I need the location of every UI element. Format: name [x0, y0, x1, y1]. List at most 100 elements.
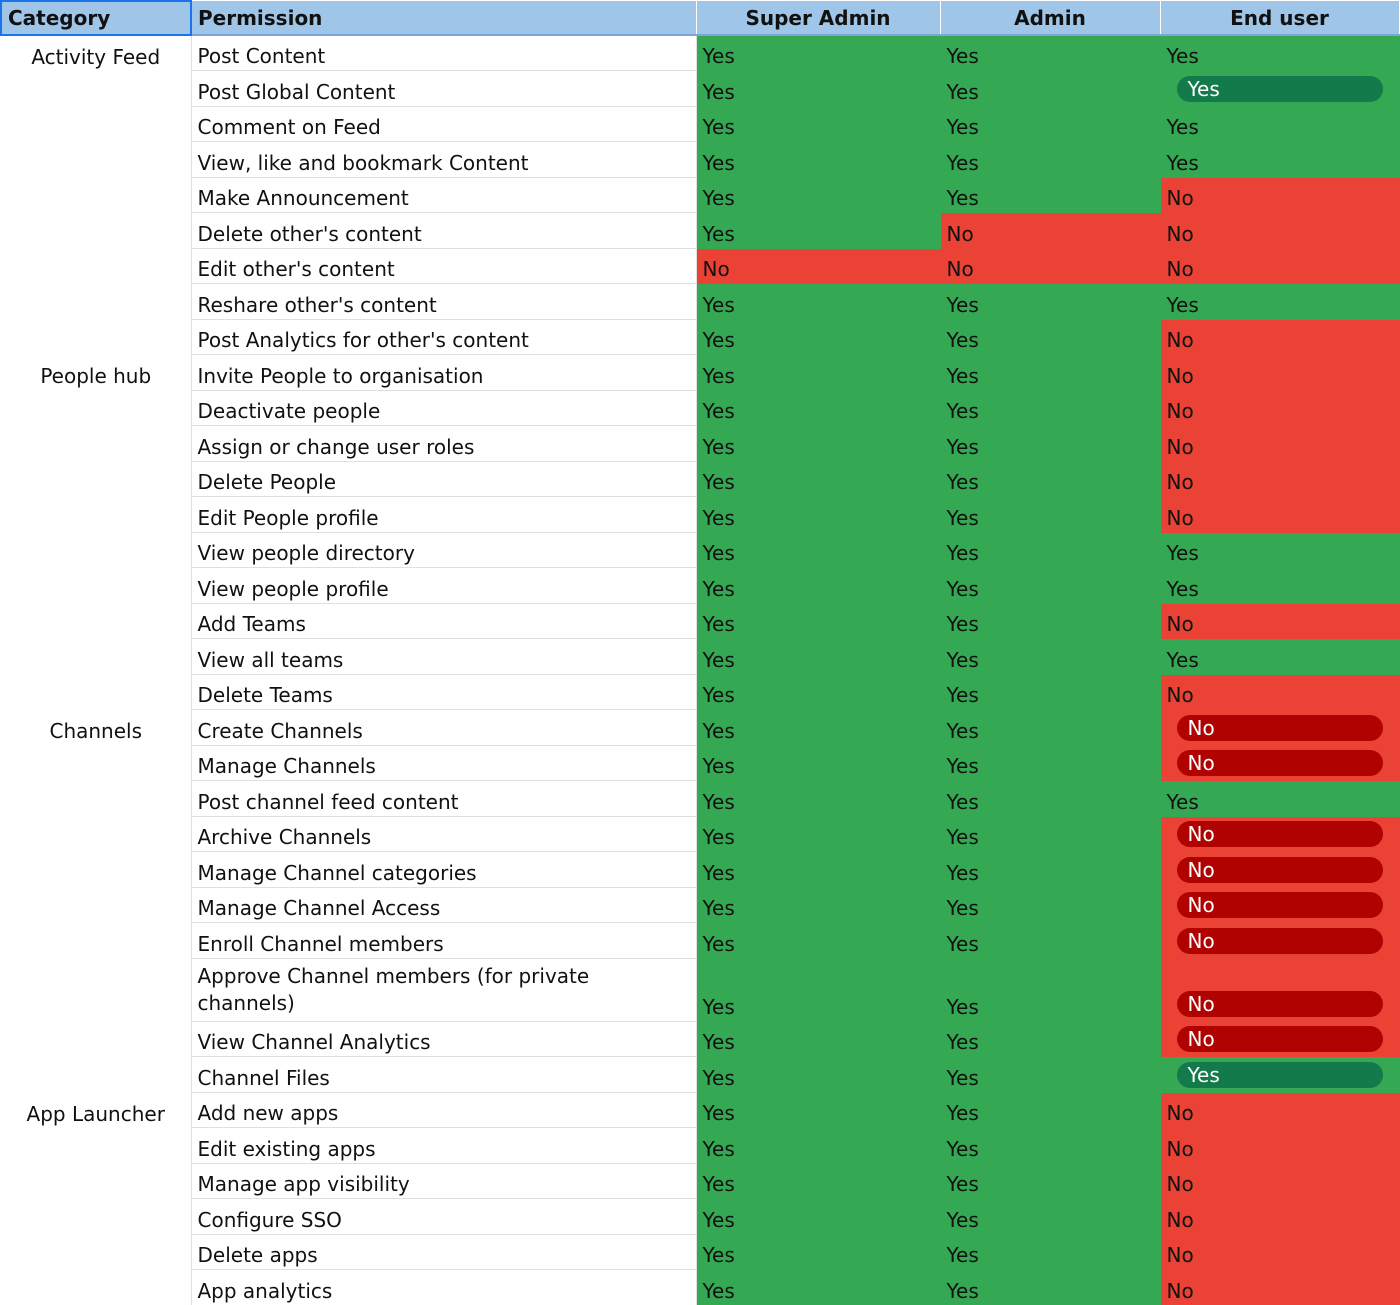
permission-cell[interactable]: Deactivate people	[191, 390, 697, 426]
value-cell[interactable]: Yes	[940, 425, 1161, 462]
permission-cell[interactable]: Manage Channels	[191, 745, 697, 781]
category-cell[interactable]	[1, 638, 192, 674]
value-cell[interactable]: No	[1160, 1021, 1400, 1057]
value-cell[interactable]: Yes	[696, 532, 941, 568]
value-cell[interactable]: No	[1160, 1127, 1400, 1164]
value-cell[interactable]: No	[940, 248, 1161, 284]
permission-cell[interactable]: Archive Channels	[191, 816, 697, 852]
value-cell[interactable]: No	[1160, 248, 1400, 284]
permission-cell[interactable]: Edit People profile	[191, 496, 697, 533]
value-cell[interactable]: Yes	[1160, 106, 1400, 142]
category-cell[interactable]: Activity Feed	[1, 35, 192, 71]
permission-cell[interactable]: Reshare other's content	[191, 283, 697, 320]
value-cell[interactable]: Yes	[940, 851, 1161, 888]
category-cell[interactable]	[1, 1163, 192, 1199]
value-cell[interactable]: Yes	[696, 1127, 941, 1164]
category-cell[interactable]: App Launcher	[1, 1092, 192, 1128]
value-cell[interactable]: Yes	[940, 1092, 1161, 1128]
permission-cell[interactable]: Create Channels	[191, 709, 697, 746]
value-cell[interactable]: No	[1160, 1092, 1400, 1128]
category-cell[interactable]	[1, 1269, 192, 1305]
category-cell[interactable]	[1, 283, 192, 319]
permission-cell[interactable]: Post channel feed content	[191, 780, 697, 817]
value-cell[interactable]: Yes	[696, 816, 941, 852]
value-cell[interactable]: No	[1160, 674, 1400, 710]
value-cell[interactable]: Yes	[940, 1021, 1161, 1057]
category-cell[interactable]	[1, 745, 192, 781]
permission-cell[interactable]: Assign or change user roles	[191, 425, 697, 462]
permission-cell[interactable]: Add Teams	[191, 603, 697, 639]
category-cell[interactable]	[1, 816, 192, 852]
value-cell[interactable]: Yes	[940, 638, 1161, 675]
value-cell[interactable]: No	[1160, 603, 1400, 639]
value-cell[interactable]: Yes	[696, 887, 941, 923]
category-cell[interactable]: Channels	[1, 709, 192, 745]
value-cell[interactable]: Yes	[696, 1269, 941, 1305]
category-cell[interactable]	[1, 887, 192, 923]
value-cell[interactable]: Yes	[940, 709, 1161, 746]
category-cell[interactable]	[1, 851, 192, 887]
value-cell[interactable]: Yes	[696, 674, 941, 710]
value-cell[interactable]: No	[1160, 177, 1400, 213]
value-cell[interactable]: No	[1160, 496, 1400, 533]
value-cell[interactable]: Yes	[940, 922, 1161, 959]
column-header[interactable]: End user	[1160, 1, 1400, 36]
category-cell[interactable]	[1, 70, 192, 106]
value-cell[interactable]: Yes	[696, 461, 941, 497]
value-cell[interactable]: Yes	[696, 567, 941, 604]
permission-cell[interactable]: Post Analytics for other's content	[191, 319, 697, 355]
value-cell[interactable]: Yes	[940, 35, 1161, 71]
value-cell[interactable]: Yes	[940, 1234, 1161, 1270]
value-cell[interactable]: Yes	[940, 354, 1161, 391]
value-cell[interactable]: Yes	[940, 603, 1161, 639]
value-cell[interactable]: No	[940, 212, 1161, 249]
permission-cell[interactable]: View Channel Analytics	[191, 1021, 697, 1057]
value-cell[interactable]: Yes	[696, 1163, 941, 1199]
category-cell[interactable]: People hub	[1, 354, 192, 390]
value-cell[interactable]: No	[1160, 887, 1400, 923]
category-cell[interactable]	[1, 1056, 192, 1092]
category-cell[interactable]	[1, 1021, 192, 1057]
value-cell[interactable]: Yes	[940, 141, 1161, 178]
status-chip[interactable]: No	[1176, 927, 1383, 954]
value-cell[interactable]: Yes	[696, 780, 941, 817]
category-cell[interactable]	[1, 461, 192, 497]
value-cell[interactable]: Yes	[940, 461, 1161, 497]
category-cell[interactable]	[1, 603, 192, 639]
permission-cell[interactable]: Add new apps	[191, 1092, 697, 1128]
value-cell[interactable]: Yes	[940, 283, 1161, 320]
permission-cell[interactable]: Enroll Channel members	[191, 922, 697, 959]
value-cell[interactable]: No	[1160, 319, 1400, 355]
value-cell[interactable]: Yes	[1160, 780, 1400, 817]
value-cell[interactable]: Yes	[696, 70, 941, 107]
category-cell[interactable]	[1, 1127, 192, 1163]
status-chip[interactable]: No	[1176, 990, 1383, 1017]
value-cell[interactable]: No	[1160, 1198, 1400, 1235]
value-cell[interactable]: Yes	[1160, 70, 1400, 107]
value-cell[interactable]: Yes	[1160, 567, 1400, 604]
value-cell[interactable]: Yes	[696, 354, 941, 391]
value-cell[interactable]: Yes	[696, 1021, 941, 1057]
category-cell[interactable]	[1, 780, 192, 816]
value-cell[interactable]: No	[696, 248, 941, 284]
status-chip[interactable]: No	[1176, 821, 1383, 847]
value-cell[interactable]: Yes	[696, 106, 941, 142]
value-cell[interactable]: No	[1160, 1269, 1400, 1305]
category-cell[interactable]	[1, 958, 192, 1021]
value-cell[interactable]: Yes	[1160, 141, 1400, 178]
value-cell[interactable]: Yes	[1160, 638, 1400, 675]
value-cell[interactable]: Yes	[1160, 532, 1400, 568]
category-cell[interactable]	[1, 425, 192, 461]
value-cell[interactable]: No	[1160, 709, 1400, 746]
value-cell[interactable]: Yes	[940, 780, 1161, 817]
permission-cell[interactable]: View all teams	[191, 638, 697, 675]
value-cell[interactable]: No	[1160, 816, 1400, 852]
category-cell[interactable]	[1, 319, 192, 355]
value-cell[interactable]: Yes	[696, 603, 941, 639]
value-cell[interactable]: Yes	[940, 532, 1161, 568]
permission-cell[interactable]: Post Global Content	[191, 70, 697, 107]
permission-cell[interactable]: Configure SSO	[191, 1198, 697, 1235]
value-cell[interactable]: Yes	[940, 567, 1161, 604]
category-cell[interactable]	[1, 177, 192, 213]
column-header[interactable]: Super Admin	[696, 1, 941, 36]
